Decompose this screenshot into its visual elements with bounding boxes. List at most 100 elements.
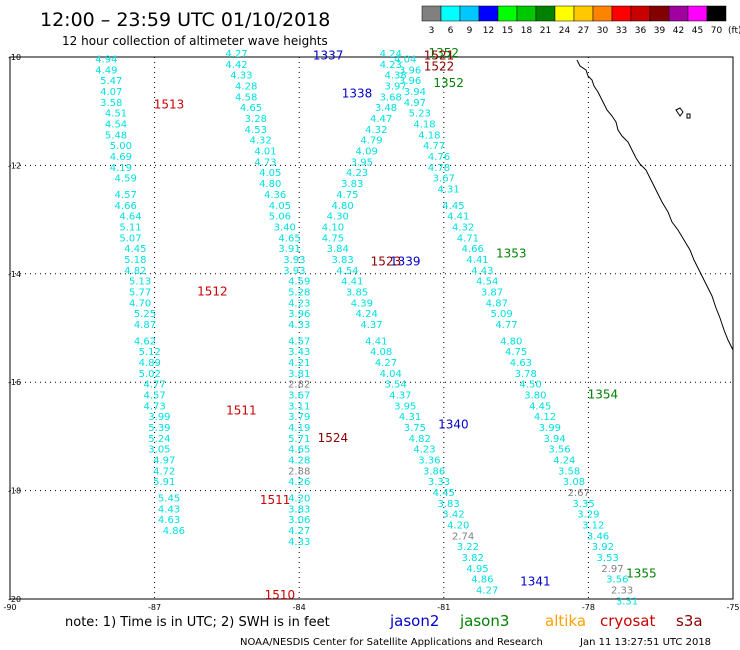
legend-bin-label: 18 [521,26,533,36]
wave-height-value: 4.65 [240,103,262,114]
pass-number-label: 1341 [520,574,551,588]
pass-labels: 1337 1338 1339 1340 1341 1352 1352 1353 1354 1355… [154,46,657,602]
wave-height-value: 4.24 [553,456,575,467]
wave-height-value: 3.93 [283,266,305,277]
wave-height-value: 5.45 [158,493,180,504]
legend-bin-label: 12 [483,26,494,36]
pass-number-label: 1523 [371,255,402,269]
wave-height-value: 3.28 [245,114,267,125]
wave-height-value: 4.26 [288,477,310,488]
wave-height-value: 5.77 [129,287,151,298]
wave-height-value: 4.33 [288,537,310,548]
wave-height-value: 4.57 [143,390,165,401]
wave-height-value: 5.11 [119,222,141,233]
wave-height-value: 4.63 [158,515,180,526]
wave-height-value: 4.97 [153,456,175,467]
satellite-legend: jason2 jason3 altika cryosat s3a [389,612,703,630]
wave-height-value: 3.95 [394,401,416,412]
legend-swatch [573,5,594,22]
wave-height-value: 4.18 [413,119,435,130]
wave-height-value: 4.41 [466,255,488,266]
pass-number-label: 1513 [154,97,185,111]
legend-bin-label: 36 [635,26,647,36]
wave-height-value: 3.82 [462,553,484,564]
wave-height-value: 3.22 [457,542,479,553]
timestamp: Jan 11 13:27:51 UTC 2018 [579,637,711,648]
wave-height-value: 4.07 [100,87,122,98]
wave-height-value: 3.96 [399,76,421,87]
wave-height-value: 4.39 [351,298,373,309]
wave-height-value: 5.25 [134,309,156,320]
wave-height-value: 3.91 [278,244,300,255]
legend-swatch [516,5,537,22]
wave-height-value: 4.53 [245,125,267,136]
wave-height-value: 4.32 [365,125,387,136]
wave-height-value: 3.92 [592,542,614,553]
wave-height-value: 4.33 [288,320,310,331]
legend-swatch [459,5,480,22]
map-frame [9,56,734,600]
lat-lon-grid [10,57,733,599]
wave-height-value: 3.42 [442,510,464,521]
wave-height-value: 3.56 [606,575,628,586]
wave-height-value: 4.66 [115,201,137,212]
wave-height-value: 4.75 [322,233,344,244]
wave-height-value: 4.87 [134,320,156,331]
pass-number-label: 1339 [390,255,421,269]
wave-height-value: 4.57 [115,190,137,201]
wave-height-value: 4.04 [380,369,402,380]
wave-height-value: 3.95 [351,157,373,168]
lat-tick-label: -12 [8,161,21,170]
wave-height-value: 4.23 [413,445,435,456]
wave-height-value: 3.08 [563,477,585,488]
map-title: 12:00 – 23:59 UTC 01/10/2018 [40,9,330,31]
wave-height-value: 4.05 [269,201,291,212]
wave-height-value: 4.59 [115,174,137,185]
pass-number-label: 1354 [588,387,619,401]
wave-height-value: 4.86 [471,575,493,586]
wave-height-value: 4.80 [331,201,353,212]
wave-height-value: 5.48 [105,130,127,141]
wave-height-value: 4.82 [409,434,431,445]
lat-tick-label: -10 [8,53,21,62]
wave-height-value: 3.99 [539,423,561,434]
legend-swatch [630,5,651,22]
wave-height-value: 2.88 [288,466,310,477]
wave-height-value: 5.12 [139,347,161,358]
wave-height-value: 4.49 [95,65,117,76]
wave-height-value: 4.43 [471,266,493,277]
wave-height-value: 5.91 [153,477,175,488]
coastline-path [576,59,734,351]
lon-tick-label: -75 [726,603,739,612]
wave-height-value: 5.18 [124,255,146,266]
legend-swatch [554,5,575,22]
wave-height-value: 4.64 [119,212,141,223]
legend-bin-label: 3 [429,26,435,36]
legend-swatch [649,5,670,22]
wave-height-value: 4.27 [288,526,310,537]
wave-height-value: 4.27 [375,358,397,369]
wave-height-value: 2.67 [568,488,590,499]
wave-height-value: 4.95 [466,564,488,575]
wave-height-value: 3.67 [288,390,310,401]
wave-height-value: 4.58 [235,92,257,103]
wave-height-value: 4.70 [129,298,151,309]
wave-height-value: 4.37 [360,320,382,331]
island-shape [686,113,691,119]
pass-number-label: 1521 [424,49,455,63]
wave-height-value: 3.94 [544,434,566,445]
wave-height-value: 4.57 [288,336,310,347]
wave-height-tracks: 4.944.495.474.073.584.514.545.485.004.69… [95,49,638,607]
wave-height-value: 4.08 [370,347,392,358]
wave-height-value: 4.42 [225,60,247,71]
wave-height-value: 3.43 [288,347,310,358]
wave-height-value: 3.11 [288,401,310,412]
pass-number-label: 1355 [626,566,657,580]
legend-swatch [706,5,727,22]
pass-number-label: 1352 [429,46,460,60]
wave-height-value: 4.65 [278,233,300,244]
wave-height-value: 4.76 [428,152,450,163]
wave-height-value: 3.86 [423,466,445,477]
wave-height-value: 3.78 [515,369,537,380]
